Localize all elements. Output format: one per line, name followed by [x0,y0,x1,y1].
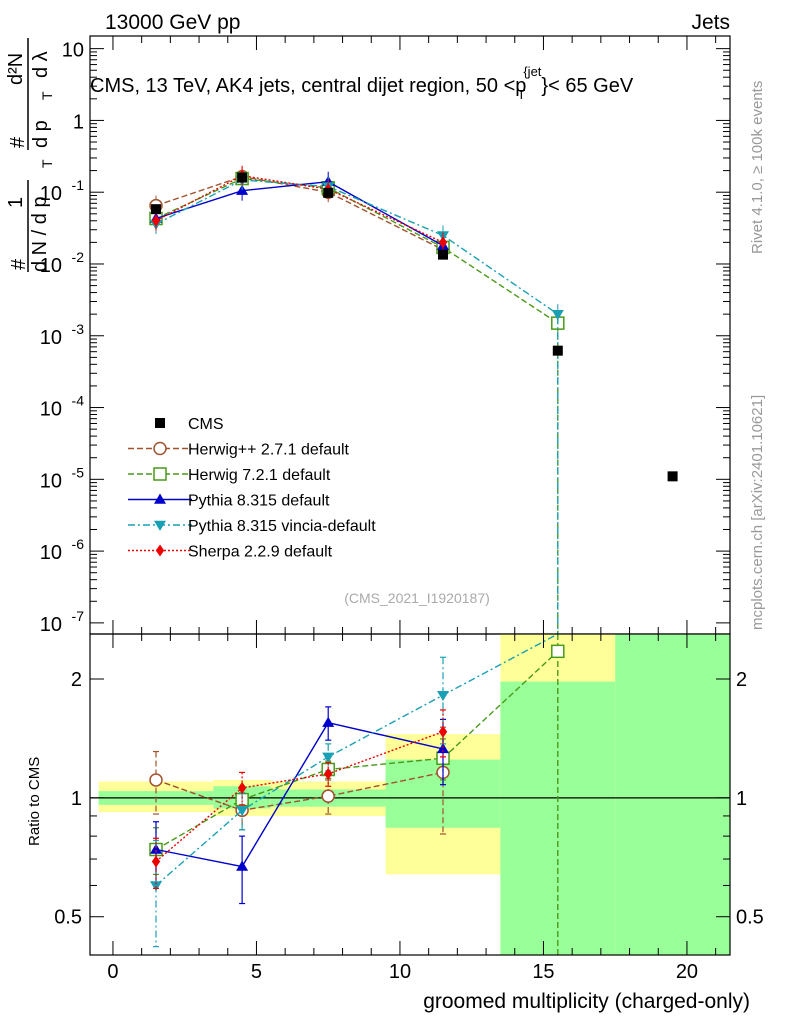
legend-label-0: Herwig++ 2.7.1 default [188,442,350,459]
main-ytick-exp-2: -1 [72,177,85,193]
main-point-3-4 [551,309,564,321]
ratio-ytick-label-2: 2 [71,669,82,691]
svg-text:d²N: d²N [5,53,27,85]
svg-text:d λ: d λ [30,51,52,78]
ratio-point-2-3 [437,742,450,754]
main-series-line-4 [155,174,444,244]
main-ytick-label-6: 10 [40,470,62,492]
header-left: 13000 GeV pp [105,11,240,34]
mcplots-label: mcplots.cern.ch [arXiv:2401.10621] [749,395,766,630]
cms-point-2 [323,187,334,198]
ratio-ytick-label-right-2: 2 [736,669,747,691]
main-ytick-label-3: 10 [40,255,62,277]
main-ytick-exp-7: -6 [72,536,85,552]
cms-point-0 [151,204,162,215]
main-ytick-label-5: 10 [40,399,62,421]
xtick-label-3: 15 [532,961,554,983]
cms-point-5 [667,471,678,482]
ratio-point-3-1 [236,806,249,817]
ratio-point-4-0 [151,855,161,868]
ratio-ytick-label-1: 1 [71,788,82,810]
ratio-point-2-1 [236,860,249,871]
chart-title: CMS, 13 TeV, AK4 jets, central dijet reg… [90,64,634,102]
main-series-line-3 [155,179,559,634]
legend-label-1: Herwig 7.2.1 default [188,467,331,484]
ratio-point-3-2 [322,752,335,763]
ratio-point-4-1 [237,781,247,794]
ratio-point-0-0 [149,773,163,787]
legend-label-4: Sherpa 2.2.9 default [188,544,333,561]
xtick-label-0: 0 [107,961,118,983]
ratio-ytick-label-right-1: 1 [736,788,747,810]
xtick-label-2: 10 [389,961,411,983]
ratio-ylabel: Ratio to CMS [26,757,43,846]
main-ytick-exp-3: -2 [72,249,85,265]
legend-label-cms: CMS [188,416,224,433]
ratio-point-1-4 [551,644,565,659]
main-ytick-exp-8: -7 [72,608,85,624]
legend: CMS Herwig++ 2.7.1 default Herwig 7.2.1 de… [128,416,376,561]
legend-marker-3 [154,520,166,531]
main-series-line-0 [155,175,444,251]
rivet-label: Rivet 4.1.0, ≥ 100k events [749,81,766,254]
header-right: Jets [691,11,730,34]
svg-text:T: T [39,91,55,100]
ratio-point-2-0 [150,843,163,854]
main-point-4-0 [151,214,161,227]
main-ytick-exp-4: -3 [72,321,85,337]
legend-marker-cms [155,418,165,428]
ratio-series-line-0 [155,771,444,812]
ratio-ytick-label-right-0: 0.5 [736,907,764,929]
legend-marker-4 [155,544,165,557]
svg-text:d p: d p [30,120,52,148]
ratio-series-line-2 [155,721,444,868]
xtick-label-1: 5 [251,961,262,983]
main-ytick-label-7: 10 [40,542,62,564]
main-ytick-exp-6: -5 [72,464,85,480]
main-ytick-label-2: 10 [40,183,62,205]
cms-point-1 [237,172,248,183]
main-frame [89,35,731,635]
svg-text:d N / d p: d N / d p [29,196,51,272]
ratio-ytick-label-0: 0.5 [54,907,82,929]
ratio-point-4-3 [438,725,448,738]
main-plot: 10 1 10 -1 10 -2 10 -3 10 -4 10 -5 10 -6 10 -7 [40,35,731,636]
watermark: (CMS_2021_I1920187) [344,590,490,606]
svg-text:T: T [39,159,55,168]
main-ytick-exp-5: -4 [72,393,85,409]
ratio-point-4-2 [324,767,333,780]
main-ytick-label-8: 10 [40,614,62,636]
ratio-point-0-2 [321,789,335,803]
ratio-frame [89,633,731,956]
svg-text:#: # [8,258,30,270]
cms-point-3 [438,249,449,260]
main-point-4-3 [438,236,448,249]
main-series-line-2 [155,180,444,247]
xtick-label-4: 20 [676,961,698,983]
main-series-line-1 [155,177,559,634]
svg-text:1: 1 [5,197,27,208]
main-ytick-label-0: 10 [62,40,84,62]
cms-point-4 [552,345,563,356]
legend-label-2: Pythia 8.315 default [188,493,330,510]
ratio-series-line-4 [155,731,444,863]
ratio-point-2-2 [322,716,335,727]
ratio-plot: 0 5 10 15 20 0.5 0.5 1 1 2 2 [54,36,764,983]
ratio-point-3-3 [437,690,450,702]
main-ytick-label-1: 1 [73,111,84,133]
xlabel: groomed multiplicity (charged-only) [423,990,750,1013]
svg-text:#: # [7,136,29,148]
legend-marker-2 [154,493,166,504]
legend-label-3: Pythia 8.315 vincia-default [188,518,376,535]
legend-marker-1 [153,467,167,481]
main-ylabel: # 1 d N / d p T # d²N d p T d λ [5,38,55,272]
legend-marker-0 [153,441,167,456]
main-ytick-label-4: 10 [40,327,62,349]
band-green-5 [615,634,730,955]
